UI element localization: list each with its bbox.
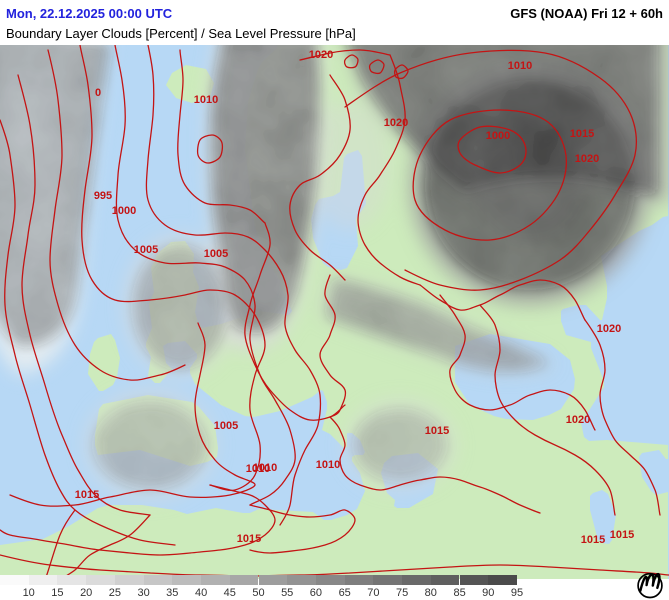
svg-text:0: 0 [95,87,101,99]
svg-text:1020: 1020 [309,49,333,61]
svg-text:1010: 1010 [194,94,218,106]
svg-text:1020: 1020 [566,414,590,426]
svg-text:1010: 1010 [246,463,270,475]
svg-text:1015: 1015 [75,489,99,501]
svg-text:1005: 1005 [134,244,158,256]
svg-text:1015: 1015 [610,529,634,541]
svg-text:1020: 1020 [384,117,408,129]
svg-text:1015: 1015 [425,425,449,437]
svg-text:1000: 1000 [486,130,510,142]
svg-text:1005: 1005 [214,420,238,432]
svg-text:1010: 1010 [316,459,340,471]
svg-text:1015: 1015 [570,128,594,140]
svg-text:1020: 1020 [597,323,621,335]
svg-text:1010: 1010 [508,60,532,72]
svg-text:995: 995 [94,190,112,202]
svg-text:1015: 1015 [237,533,261,545]
svg-text:1015: 1015 [581,534,605,546]
svg-text:1020: 1020 [575,153,599,165]
svg-text:1005: 1005 [204,248,228,260]
svg-text:1000: 1000 [112,205,136,217]
